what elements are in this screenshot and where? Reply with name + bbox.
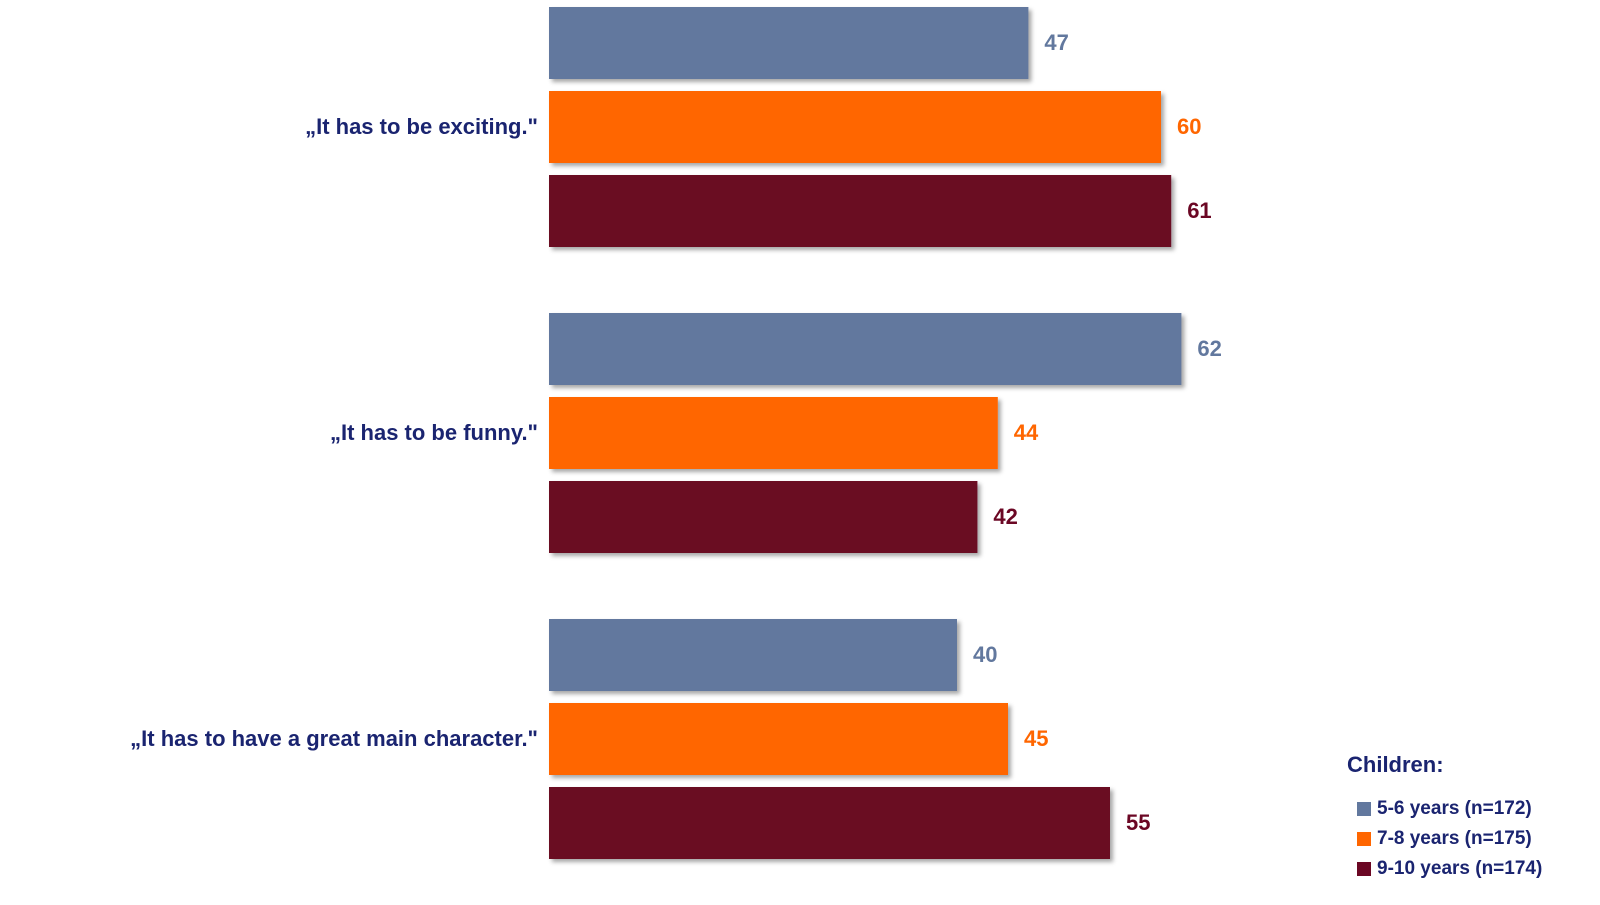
data-label: 55 (1126, 810, 1151, 835)
bar (549, 397, 998, 469)
legend-title: Children: (1347, 752, 1444, 777)
category-label: „It has to be exciting." (305, 114, 538, 139)
legend-swatch (1357, 832, 1371, 846)
legend-item: 5-6 years (n=172) (1357, 794, 1542, 824)
data-label: 40 (973, 642, 998, 667)
bar (549, 313, 1182, 385)
data-label: 47 (1044, 30, 1069, 55)
legend-items: 5-6 years (n=172) 7-8 years (n=175) 9-10 y… (1347, 794, 1542, 884)
legend-swatch (1357, 862, 1371, 876)
bar (549, 703, 1008, 775)
legend-label: 7-8 years (n=175) (1377, 828, 1532, 849)
bar (549, 7, 1029, 79)
data-label: 61 (1187, 198, 1212, 223)
bar (549, 787, 1110, 859)
legend-item: 9-10 years (n=174) (1357, 854, 1542, 884)
bar (549, 481, 978, 553)
legend: Children: 5-6 years (n=172) 7-8 years (n=… (1347, 752, 1542, 884)
bar (549, 619, 957, 691)
legend-swatch (1357, 802, 1371, 816)
category-label: „It has to be funny." (329, 420, 538, 445)
data-label: 60 (1177, 114, 1202, 139)
legend-label: 5-6 years (n=172) (1377, 798, 1532, 819)
bar (549, 91, 1161, 163)
bar (549, 175, 1172, 247)
legend-item: 7-8 years (n=175) (1357, 824, 1542, 854)
category-label: „It has to have a great main character." (130, 726, 538, 751)
legend-label: 9-10 years (n=174) (1377, 858, 1543, 879)
data-label: 42 (993, 504, 1018, 529)
data-label: 62 (1197, 336, 1222, 361)
data-label: 45 (1024, 726, 1049, 751)
data-label: 44 (1013, 420, 1039, 445)
